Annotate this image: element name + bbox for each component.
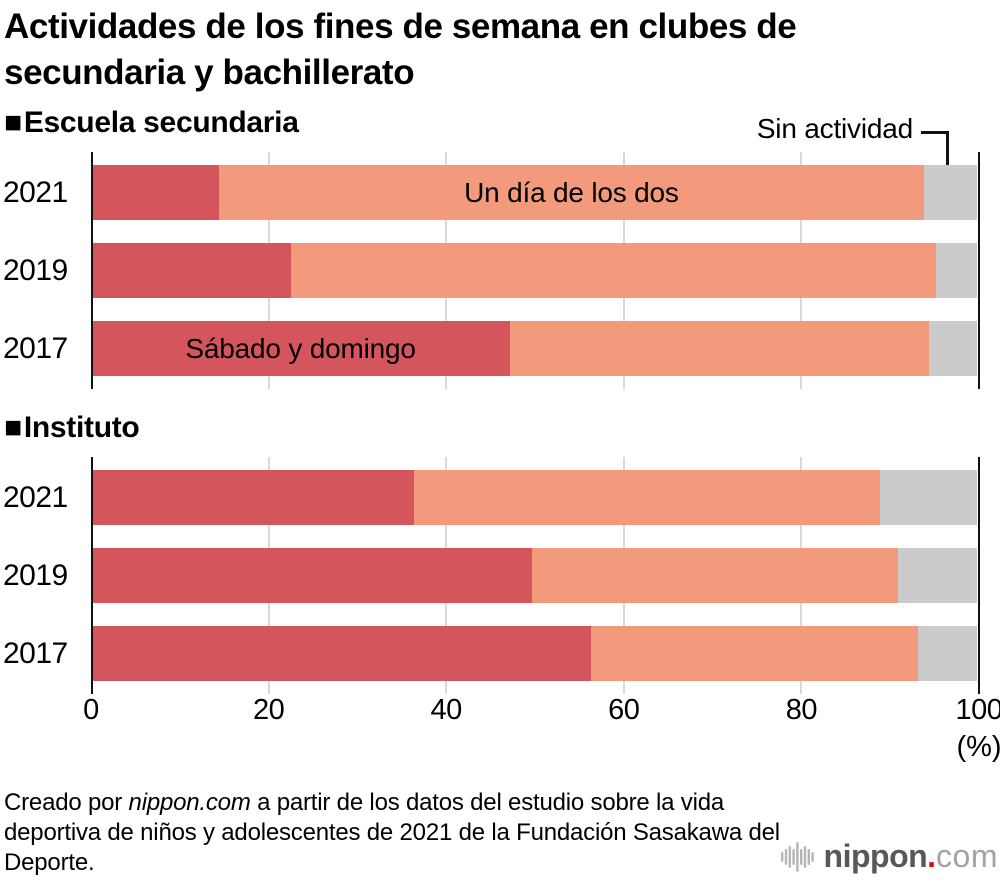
no-activity-callout-label: Sin actividad	[756, 113, 913, 144]
bar-segment	[923, 165, 977, 220]
section-marker-icon: ■	[4, 106, 22, 139]
axis-100-line	[978, 152, 980, 389]
chart-instituto: 2021 2019 2017	[3, 457, 980, 694]
x-tick-label-60: 60	[608, 694, 640, 726]
bar-segment	[291, 243, 937, 298]
segment-label: Sábado y domingo	[185, 333, 416, 364]
logo-tld: com	[936, 838, 998, 874]
chart-secundaria: 2021 2019 2017 Un día de los dos Sábado y do…	[3, 152, 980, 389]
x-axis: 0 20 40 60 80 100	[83, 694, 1000, 728]
x-tick-label-0: 0	[83, 694, 99, 726]
category-label-2017: 2017	[3, 637, 68, 670]
bar-segment	[93, 470, 414, 525]
bar-segment	[590, 626, 918, 681]
bar-segment	[532, 548, 899, 603]
section-heading-secundaria: ■Escuela secundaria	[4, 106, 299, 140]
logo-name: nippon	[823, 838, 928, 874]
category-label-2017: 2017	[3, 332, 68, 365]
bar-segment	[93, 165, 219, 220]
category-label-2019: 2019	[3, 254, 68, 287]
bar-segment	[936, 243, 977, 298]
bar-segment	[929, 321, 977, 376]
source-note-text: Creado por	[4, 789, 129, 816]
bar-row-2019	[93, 243, 977, 298]
nippon-com-logo: nippon. com	[780, 838, 998, 875]
logo-dot: .	[927, 838, 937, 874]
x-tick-label-40: 40	[430, 694, 463, 726]
bar-segment	[93, 626, 591, 681]
bar-segment	[93, 548, 533, 603]
source-note: Creado por nippon.com a partir de los da…	[4, 788, 782, 878]
x-tick-label-80: 80	[785, 694, 818, 726]
callout-line-horizontal	[921, 131, 948, 134]
section-label: Instituto	[23, 411, 140, 444]
category-label-2021: 2021	[3, 176, 68, 209]
bar-segment	[510, 321, 930, 376]
bar-segment	[93, 243, 292, 298]
bar-segment	[413, 470, 880, 525]
bar-row-2021	[93, 165, 977, 220]
bar-row-2019	[93, 548, 977, 603]
bar-row-2017	[93, 321, 977, 376]
y-axis-line	[91, 152, 93, 389]
x-tick-label-100: 100	[955, 694, 1000, 726]
x-axis-unit-label: (%)	[956, 731, 1000, 763]
axis-100-line	[978, 457, 980, 694]
source-note-brand: nippon.com	[128, 789, 251, 816]
source-note-text: a partir de los datos del estudio sobre …	[4, 789, 780, 876]
section-heading-instituto: ■Instituto	[4, 411, 140, 445]
bar-row-2021	[93, 470, 977, 525]
section-label: Escuela secundaria	[23, 106, 299, 139]
segment-label: Un día de los dos	[464, 177, 679, 208]
soundwave-icon	[780, 841, 814, 872]
category-label-2019: 2019	[3, 559, 68, 592]
y-axis-line	[91, 457, 93, 694]
bar-row-2017	[93, 626, 977, 681]
page-title: Actividades de los fines de semana en cl…	[4, 7, 797, 92]
callout-line-vertical	[946, 131, 949, 167]
section-marker-icon: ■	[4, 411, 22, 444]
bar-segment	[898, 548, 977, 603]
bar-segment	[218, 165, 924, 220]
bar-segment	[879, 470, 977, 525]
bar-segment	[93, 321, 511, 376]
bar-segment	[917, 626, 977, 681]
category-label-2021: 2021	[3, 481, 68, 514]
x-tick-label-20: 20	[252, 694, 285, 726]
